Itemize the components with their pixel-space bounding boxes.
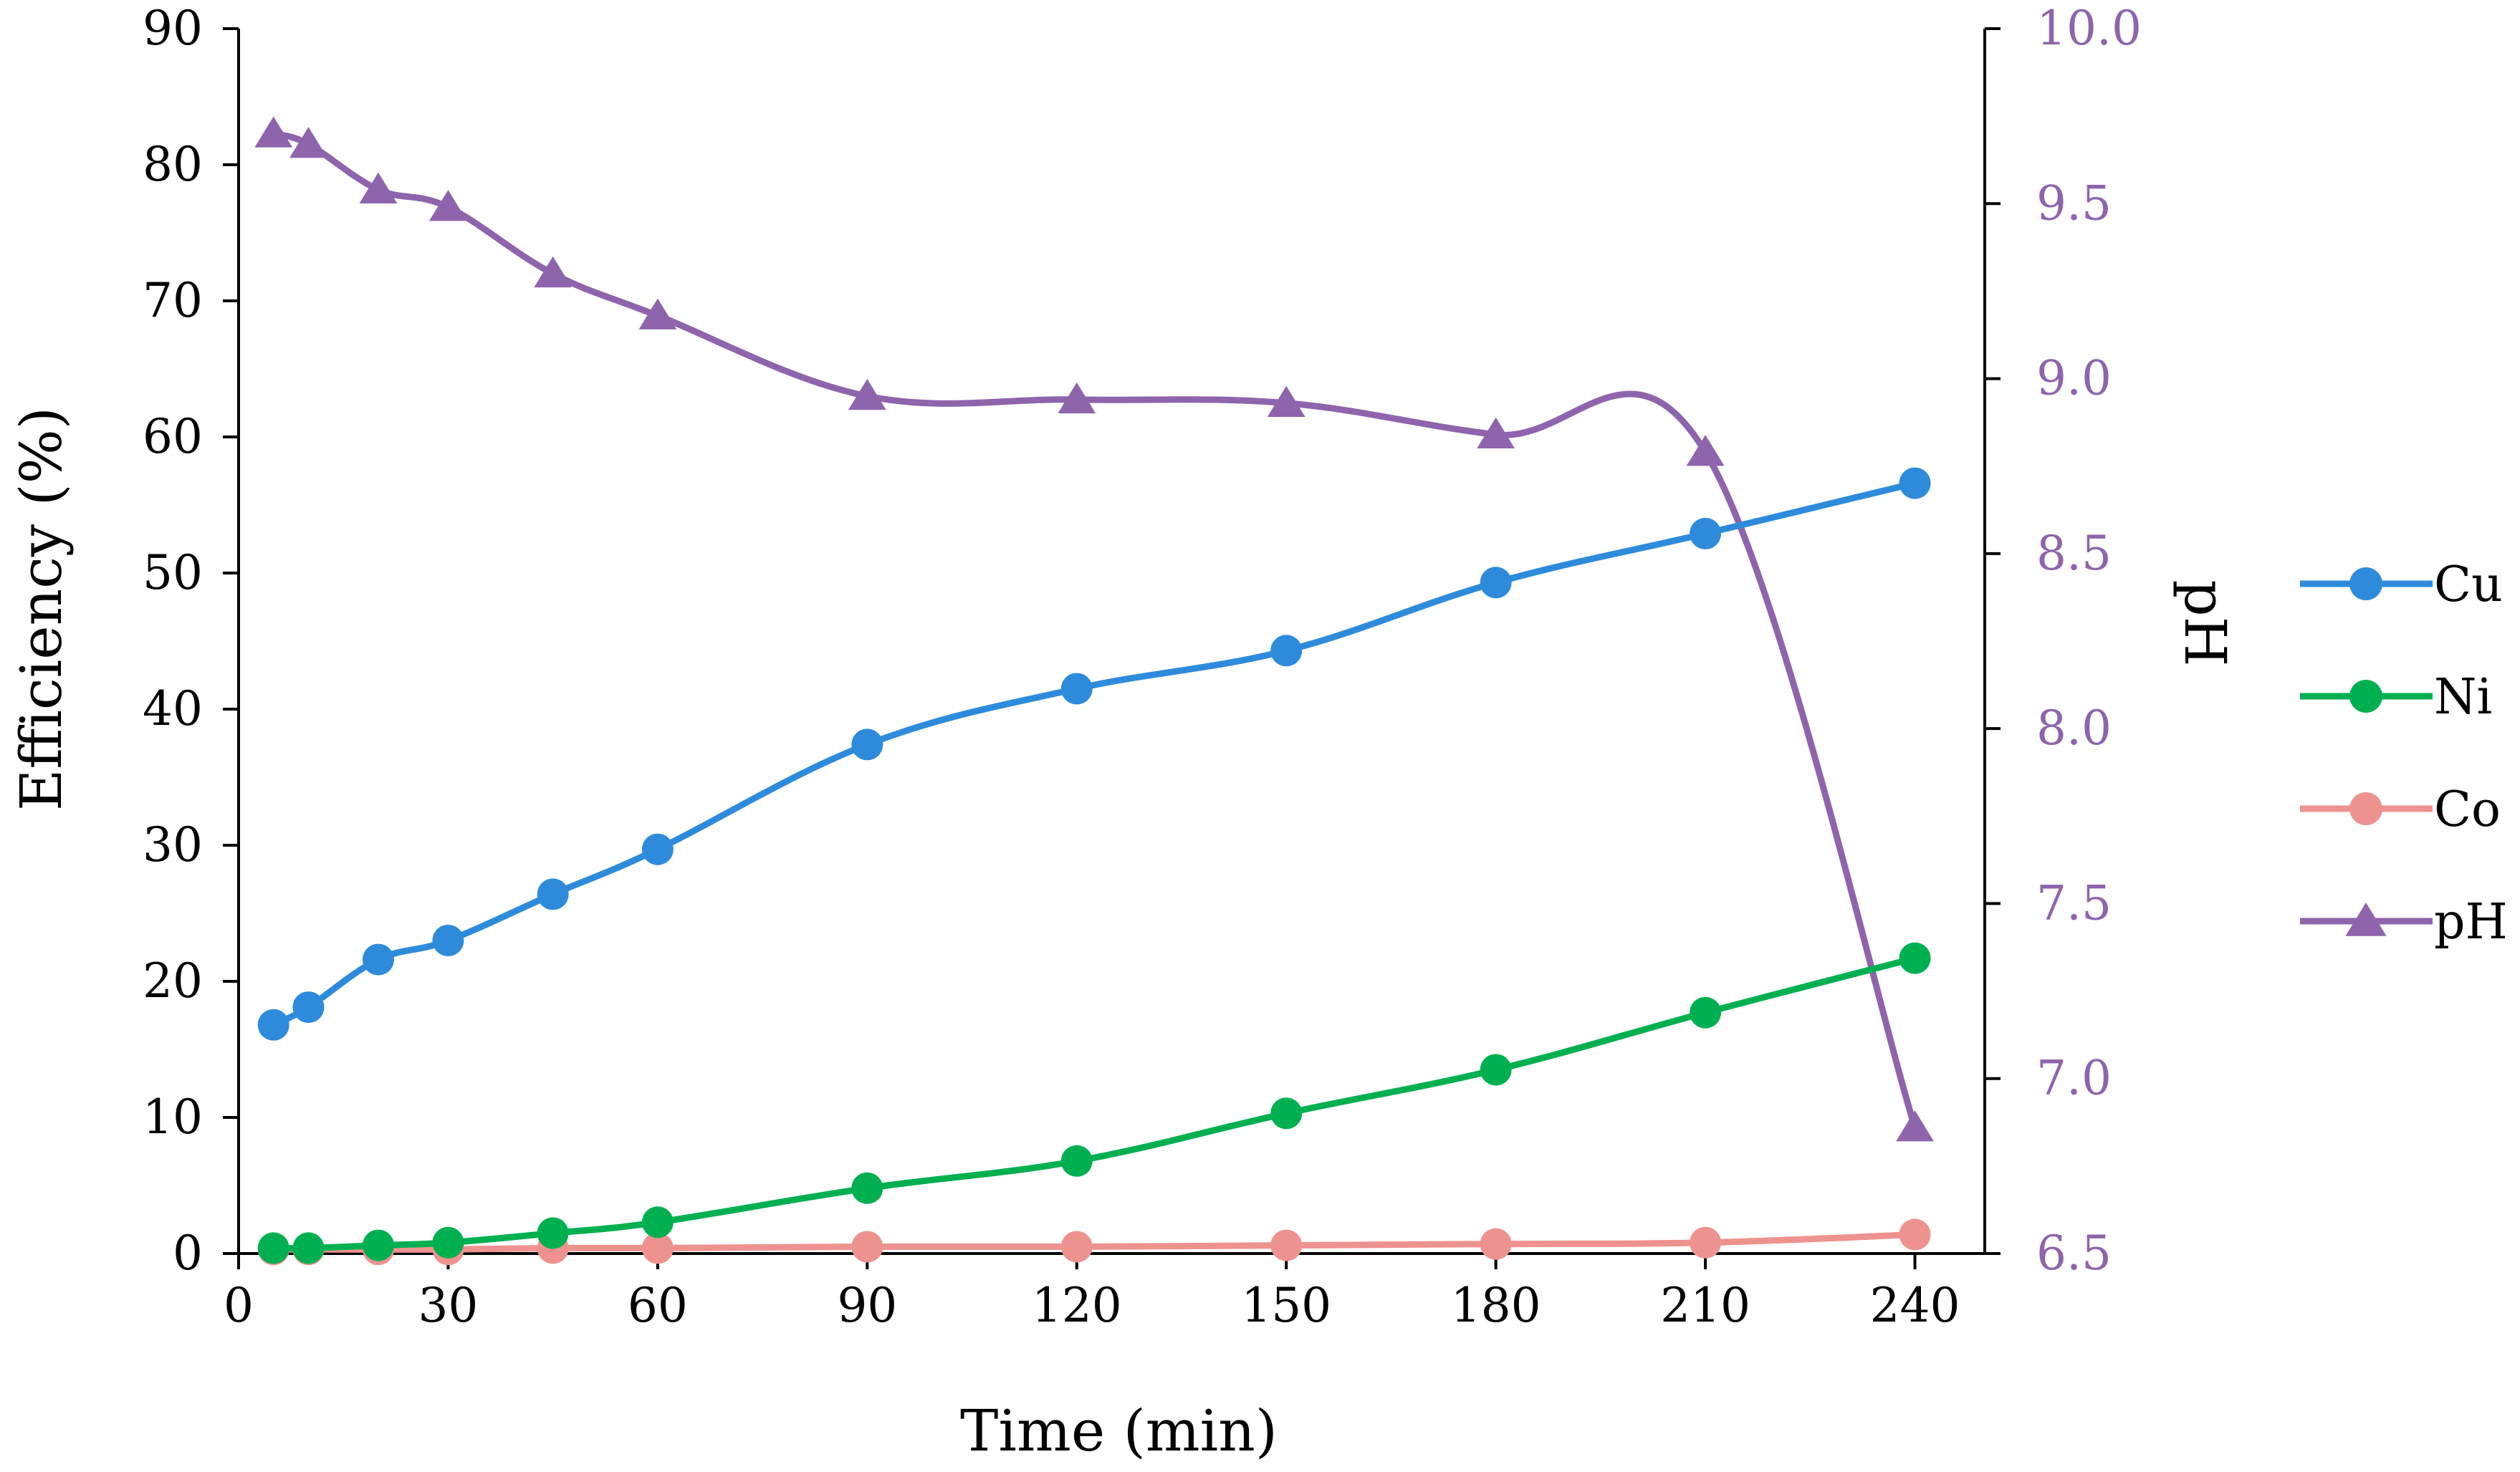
data-point-ni xyxy=(1690,996,1722,1029)
y2-tick-label: 9.0 xyxy=(2036,351,2112,406)
data-point-cu xyxy=(292,991,325,1024)
series-ni xyxy=(257,942,1931,1264)
y-tick-label: 30 xyxy=(143,817,203,872)
data-point-co xyxy=(1060,1231,1093,1263)
data-point-cu xyxy=(1060,673,1093,705)
axes: 0 10 20 30 40 50 60 70 80 90 6.5 7.0 7.5 8.0 8.5 9.0 9.5… xyxy=(143,1,2142,1333)
legend-label: pH xyxy=(2434,894,2508,951)
data-point-co xyxy=(641,1232,674,1264)
y-tick-label: 80 xyxy=(143,137,203,192)
data-point-ph xyxy=(1477,417,1515,448)
data-point-co xyxy=(1690,1226,1722,1259)
x-tick-label: 150 xyxy=(1241,1278,1331,1333)
legend-label: Co xyxy=(2434,781,2501,838)
series-ph xyxy=(254,116,1934,1142)
data-point-ni xyxy=(641,1206,674,1238)
x-tick-label: 90 xyxy=(837,1278,897,1333)
y2-tick-label: 7.5 xyxy=(2036,875,2112,930)
data-point-ni xyxy=(537,1217,569,1249)
legend-item-co: Co xyxy=(2300,781,2501,838)
data-point-cu xyxy=(641,833,674,865)
data-point-ni xyxy=(292,1232,325,1264)
y-tick-label: 0 xyxy=(173,1226,203,1281)
data-point-ph xyxy=(848,379,886,410)
legend-marker xyxy=(2349,792,2382,825)
data-point-ph xyxy=(1058,382,1096,414)
legend-marker xyxy=(2349,680,2382,713)
data-point-ph xyxy=(1686,435,1725,466)
x-tick-label: 30 xyxy=(418,1278,478,1333)
y-tick-label: 40 xyxy=(143,681,203,736)
series-co xyxy=(257,1218,1931,1266)
data-point-co xyxy=(1480,1228,1512,1260)
legend-label: Ni xyxy=(2434,669,2492,726)
legend: Cu Ni Co pH xyxy=(2300,557,2508,951)
x-tick-label: 120 xyxy=(1032,1278,1122,1333)
data-point-ph xyxy=(534,256,572,288)
y-axis-title: Efficiency (%) xyxy=(8,407,75,811)
data-point-ni xyxy=(362,1229,394,1261)
legend-marker xyxy=(2349,567,2382,600)
y-tick-label: 60 xyxy=(143,409,203,464)
data-point-ni xyxy=(1270,1097,1303,1130)
legend-label: Cu xyxy=(2434,557,2503,613)
legend-marker xyxy=(2345,903,2387,936)
data-point-cu xyxy=(1899,467,1931,499)
data-point-ni xyxy=(1480,1054,1512,1086)
data-point-cu xyxy=(362,943,394,976)
data-point-cu xyxy=(1480,567,1512,599)
data-point-cu xyxy=(851,728,883,761)
plot-area xyxy=(254,116,1934,1266)
y2-tick-label: 9.5 xyxy=(2036,175,2112,231)
data-point-ni xyxy=(1899,942,1931,974)
y-tick-label: 50 xyxy=(143,545,203,600)
data-point-cu xyxy=(1270,635,1303,667)
y2-tick-label: 6.5 xyxy=(2036,1226,2112,1281)
x-tick-label: 240 xyxy=(1870,1278,1960,1333)
data-point-ph xyxy=(289,127,327,158)
x-tick-label: 60 xyxy=(628,1278,688,1333)
data-point-ni xyxy=(432,1226,464,1259)
series-cu xyxy=(257,467,1931,1041)
y-tick-label: 20 xyxy=(143,953,203,1009)
y2-tick-label: 8.0 xyxy=(2036,701,2112,756)
x-tick-label: 0 xyxy=(224,1278,254,1333)
y-tick-label: 70 xyxy=(143,273,203,328)
data-point-ph xyxy=(359,172,398,203)
data-point-ni xyxy=(1060,1145,1093,1177)
data-point-ph xyxy=(429,190,467,221)
data-point-ph xyxy=(1267,385,1305,417)
series-line-co xyxy=(270,1231,1919,1253)
series-line-ph xyxy=(270,130,1919,1131)
data-point-ph xyxy=(638,298,677,329)
y-tick-label: 90 xyxy=(143,1,203,56)
data-point-ni xyxy=(851,1172,883,1204)
data-point-co xyxy=(851,1231,883,1263)
x-axis-title: Time (min) xyxy=(960,1398,1278,1464)
data-point-co xyxy=(1899,1218,1931,1251)
series-line-ni xyxy=(270,955,1919,1252)
legend-item-ph: pH xyxy=(2300,894,2508,951)
data-point-cu xyxy=(432,925,464,956)
data-point-cu xyxy=(537,878,569,910)
data-point-ph xyxy=(1896,1110,1934,1142)
legend-item-ni: Ni xyxy=(2300,669,2492,726)
data-point-co xyxy=(1270,1229,1303,1261)
y2-tick-label: 10.0 xyxy=(2036,1,2142,56)
data-point-cu xyxy=(257,1009,289,1041)
y-tick-label: 10 xyxy=(143,1089,203,1145)
legend-item-cu: Cu xyxy=(2300,557,2503,613)
y2-tick-label: 7.0 xyxy=(2036,1051,2112,1106)
x-tick-label: 180 xyxy=(1451,1278,1541,1333)
data-point-ni xyxy=(257,1232,289,1264)
y2-axis-title: pH xyxy=(2172,580,2238,667)
y2-tick-label: 8.5 xyxy=(2036,526,2112,581)
x-tick-label: 210 xyxy=(1660,1278,1750,1333)
data-point-ph xyxy=(254,116,293,148)
series-line-cu xyxy=(270,480,1919,1029)
data-point-cu xyxy=(1690,517,1722,549)
